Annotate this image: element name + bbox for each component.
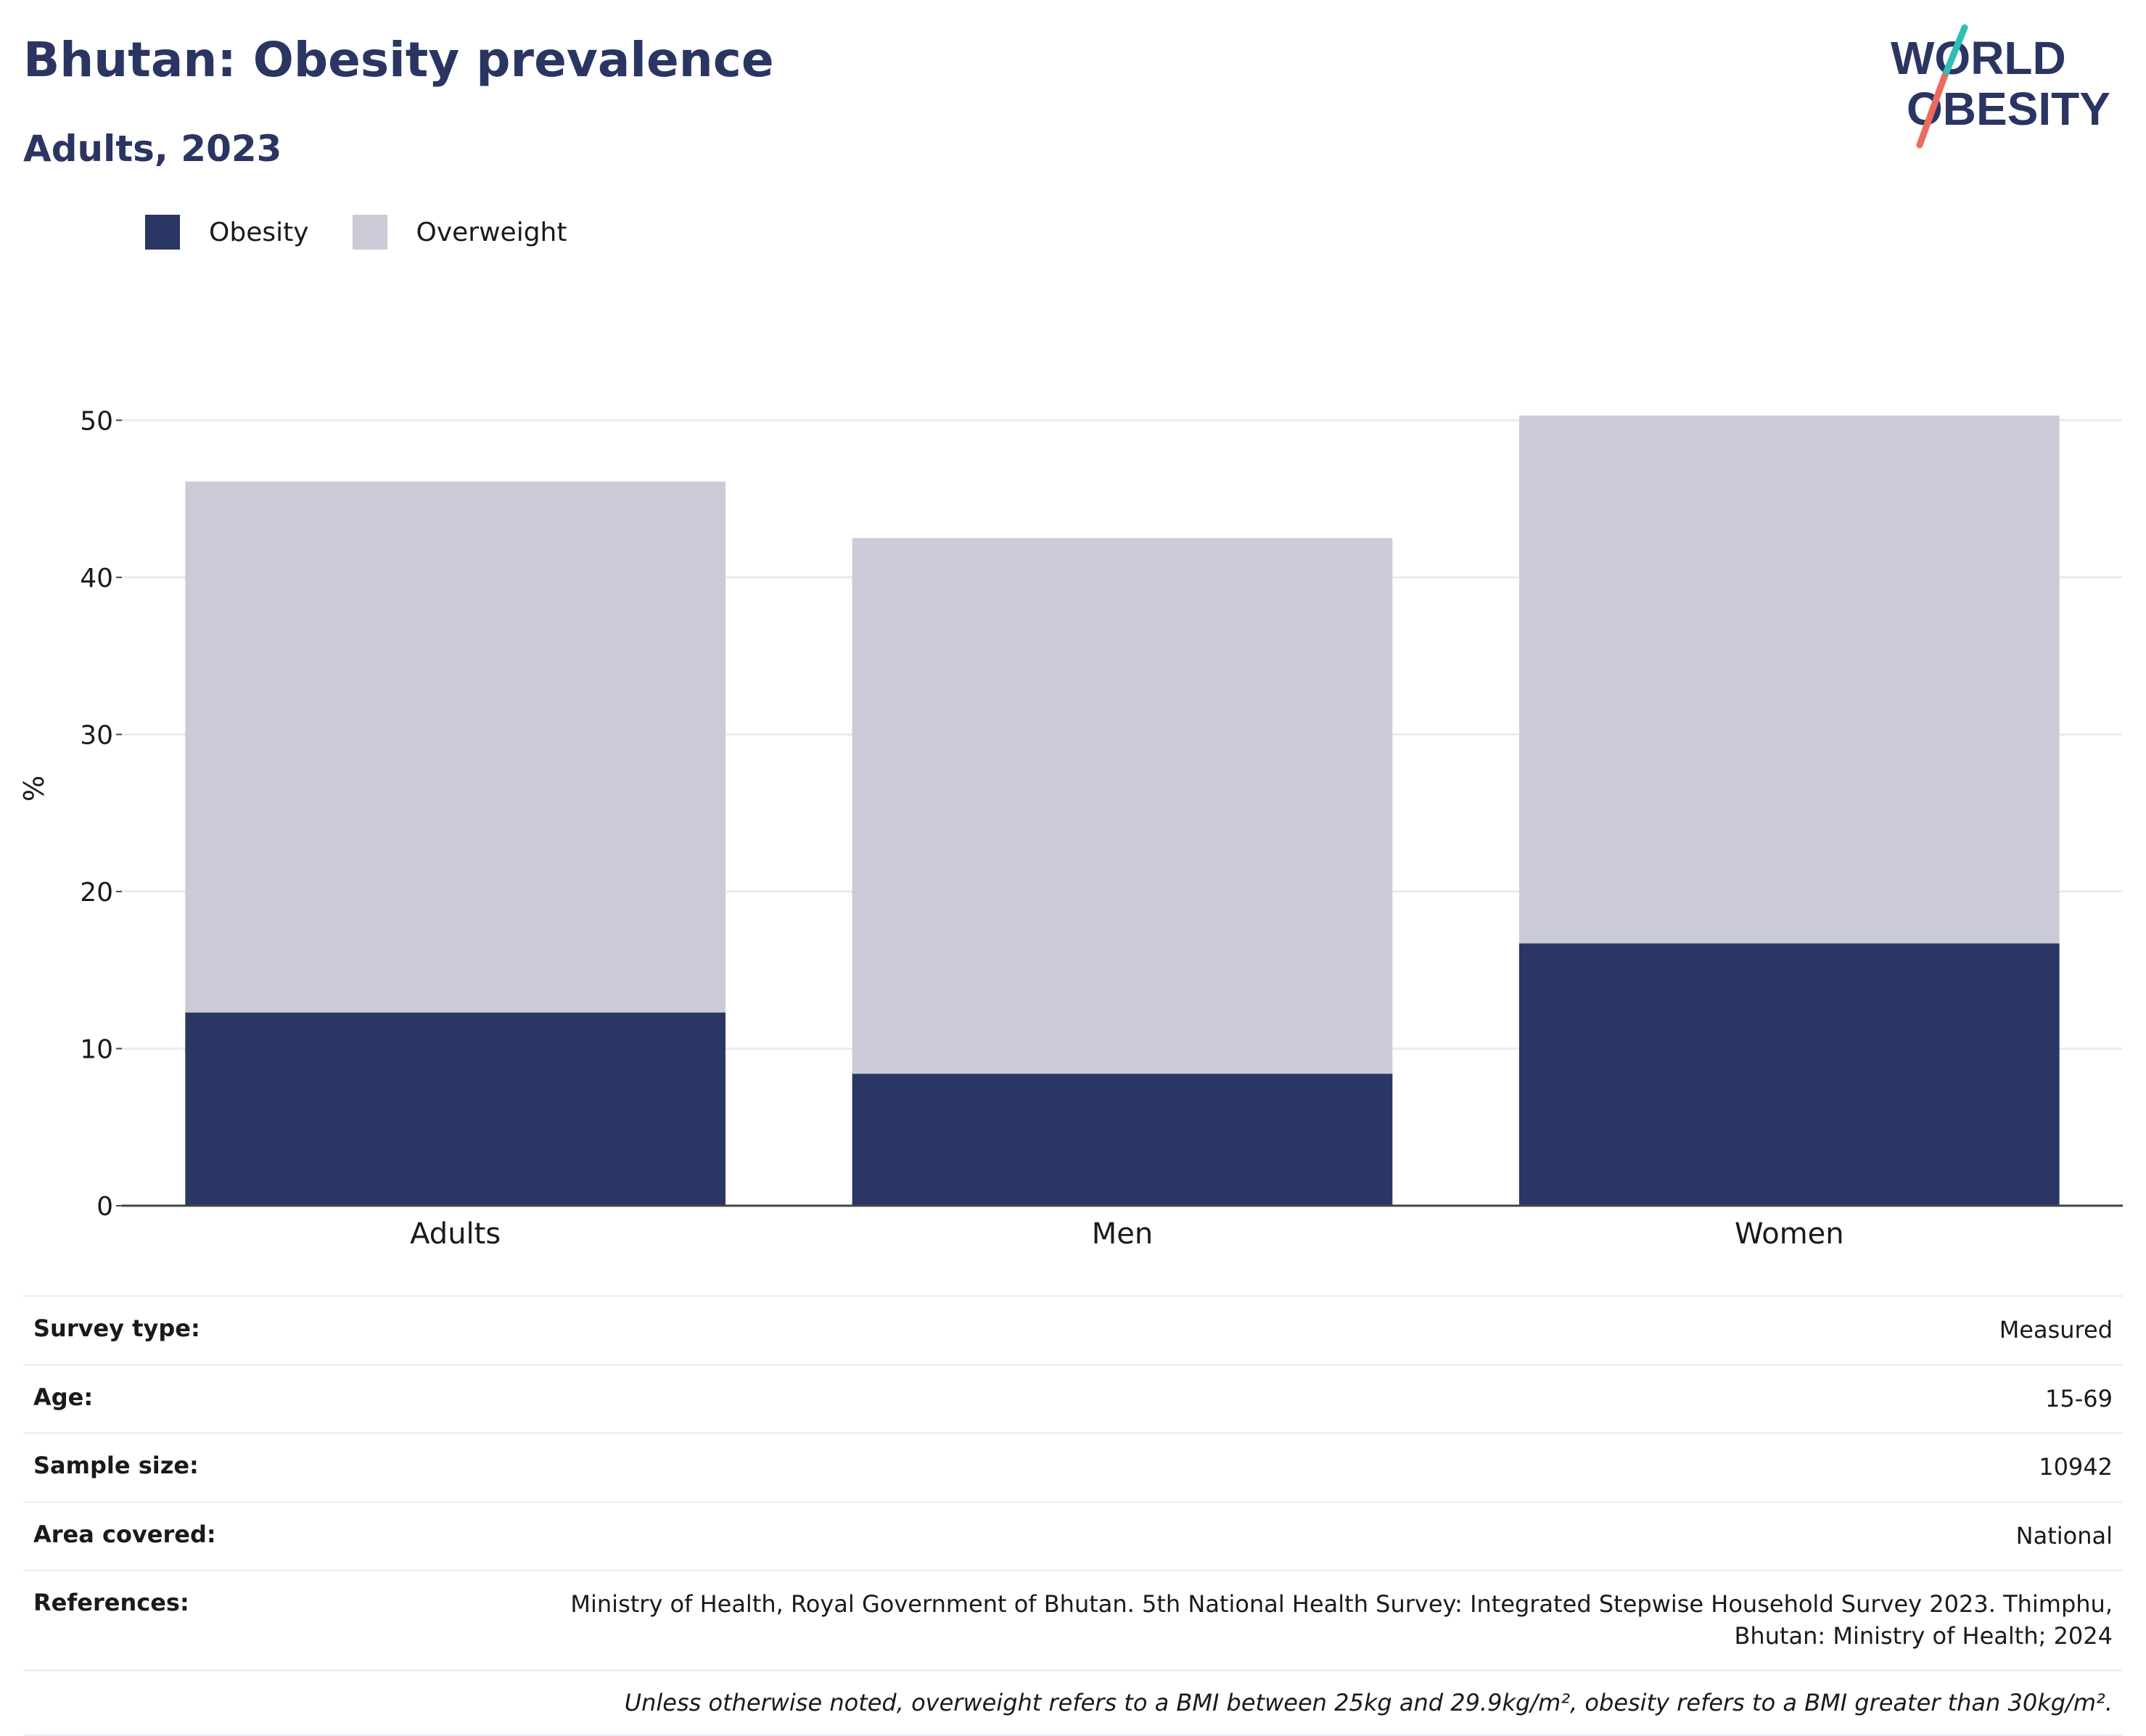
legend-label-overweight: Overweight (416, 217, 567, 247)
table-row: Survey type: Measured (23, 1295, 2123, 1365)
survey-info-table: Survey type: Measured Age: 15-69 Sample … (23, 1295, 2123, 1736)
sample-size-label: Sample size: (23, 1432, 479, 1502)
y-tick-label: 0 (96, 1192, 113, 1222)
bar-overweight-adults[interactable] (185, 481, 725, 1013)
area-covered-label: Area covered: (23, 1500, 479, 1571)
bar-obesity-men[interactable] (852, 1074, 1393, 1206)
bar-overweight-women[interactable] (1519, 415, 2060, 944)
logo-slash-teal (1941, 24, 1968, 81)
y-tick-label: 20 (80, 878, 113, 908)
references-line-1: Ministry of Health, Royal Government of … (570, 1590, 2113, 1618)
legend-item-overweight[interactable]: Overweight (352, 215, 567, 250)
logo-word-world: WORLD (1891, 32, 2066, 84)
table-row: Unless otherwise noted, overweight refer… (23, 1669, 2123, 1736)
y-axis-title: % (18, 776, 50, 802)
references-label: References: (23, 1569, 479, 1671)
bars (185, 415, 2060, 1206)
table-row: Area covered: National (23, 1500, 2123, 1571)
references-line-2: Bhutan: Ministry of Health; 2024 (1734, 1621, 2113, 1650)
chart-legend: Obesity Overweight (145, 215, 610, 250)
legend-item-obesity[interactable]: Obesity (145, 215, 309, 250)
table-row: Age: 15-69 (23, 1363, 2123, 1433)
legend-swatch-overweight (352, 215, 387, 250)
table-row: Sample size: 10942 (23, 1432, 2123, 1502)
age-label: Age: (23, 1363, 479, 1433)
stacked-bar-chart: 0 10 20 30 40 50 Adults Men Women % (18, 406, 2123, 1251)
x-tick-label: Women (1735, 1217, 1844, 1251)
y-tick-label: 40 (80, 564, 113, 593)
area-covered-value: National (479, 1500, 2123, 1571)
survey-type-value: Measured (479, 1295, 2123, 1365)
legend-swatch-obesity (145, 215, 180, 250)
world-obesity-logo: WORLD OBESITY (1891, 24, 2110, 149)
table-row: References: Ministry of Health, Royal Go… (23, 1569, 2123, 1671)
age-value: 15-69 (479, 1363, 2123, 1433)
survey-type-label: Survey type: (23, 1295, 479, 1365)
y-tick-label: 50 (80, 406, 113, 436)
x-tick-label: Adults (410, 1217, 501, 1251)
sample-size-value: 10942 (479, 1432, 2123, 1502)
y-tick-label: 10 (80, 1034, 113, 1064)
bmi-definition-note: Unless otherwise noted, overweight refer… (23, 1669, 2123, 1736)
y-tick-label: 30 (80, 720, 113, 750)
x-tick-label: Men (1092, 1217, 1153, 1251)
logo-slash-coral (1916, 73, 1948, 149)
page-title: Bhutan: Obesity prevalence (23, 32, 774, 88)
page-subtitle: Adults, 2023 (23, 128, 282, 170)
bar-obesity-adults[interactable] (185, 1012, 725, 1206)
references-value: Ministry of Health, Royal Government of … (479, 1569, 2123, 1671)
bar-obesity-women[interactable] (1519, 943, 2060, 1206)
legend-label-obesity: Obesity (209, 217, 309, 247)
axes: 0 10 20 30 40 50 Adults Men Women (80, 406, 2123, 1251)
bar-overweight-men[interactable] (852, 538, 1393, 1074)
